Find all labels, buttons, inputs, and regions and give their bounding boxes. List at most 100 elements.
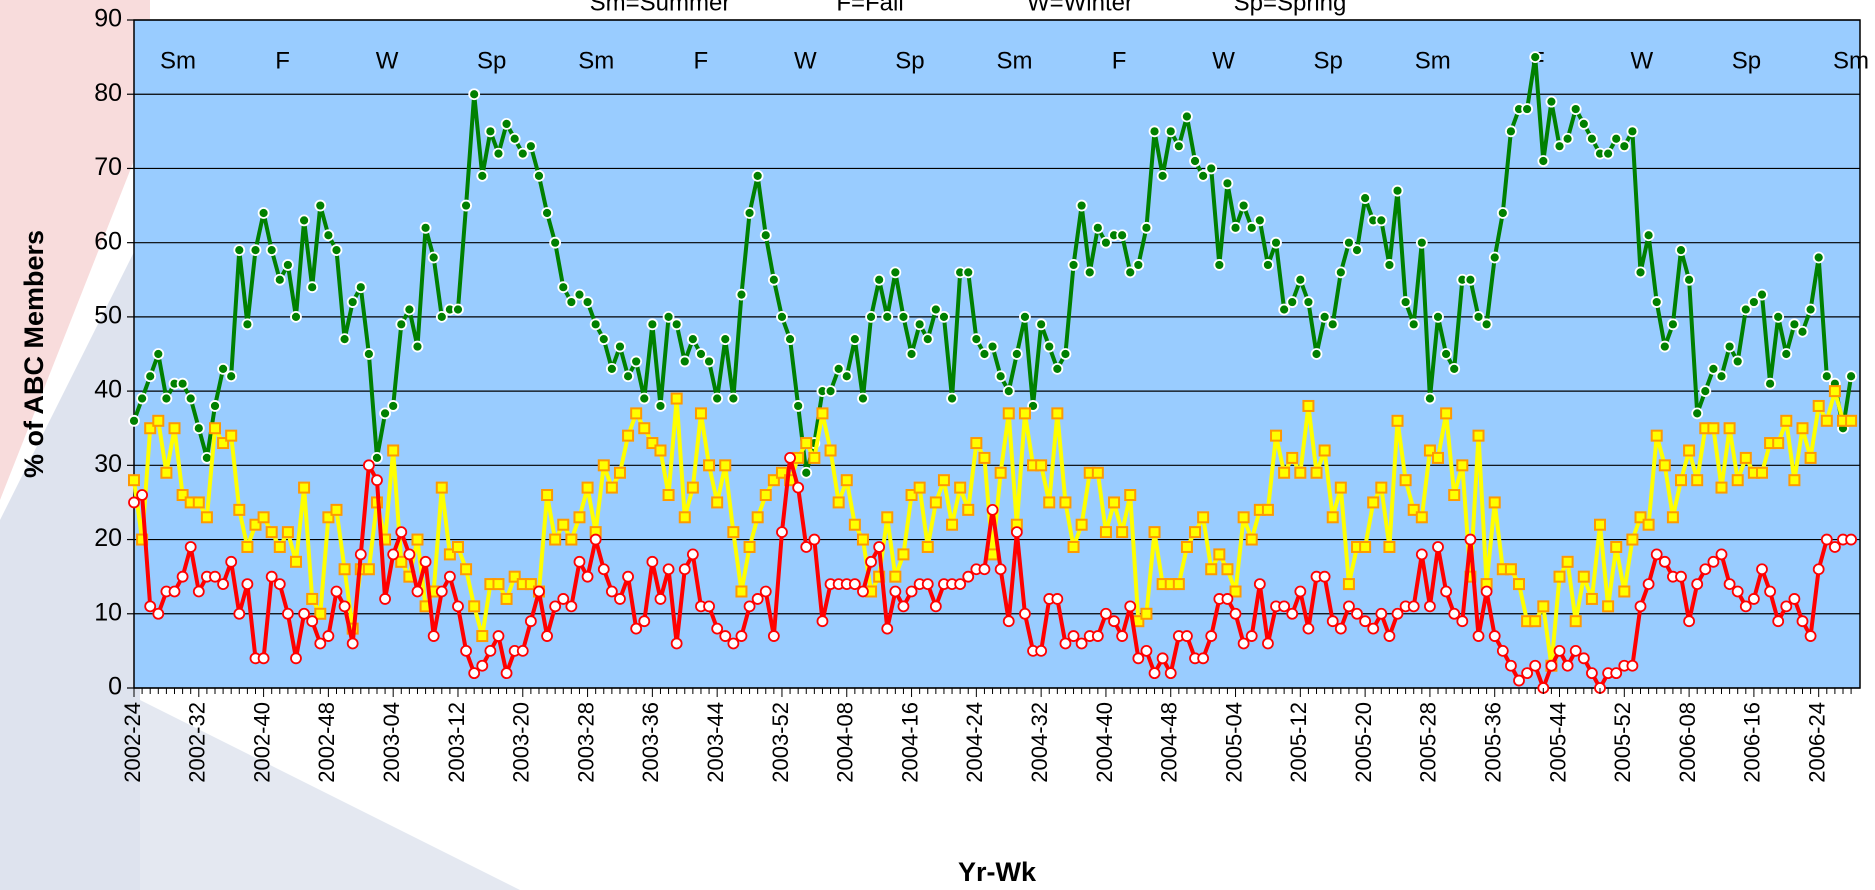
x-tick-label: 2002-32 (185, 702, 210, 783)
data-point (1245, 630, 1258, 642)
data-point (1626, 659, 1639, 672)
data-point (387, 444, 400, 457)
data-point (338, 333, 351, 346)
data-point (921, 333, 934, 346)
data-point (314, 607, 327, 620)
data-point (986, 503, 999, 516)
data-point (1804, 303, 1817, 316)
data-point (1553, 140, 1566, 153)
data-point (128, 414, 140, 427)
data-point (549, 533, 562, 546)
data-point (1067, 259, 1080, 271)
data-point (1359, 540, 1372, 553)
data-point (1594, 518, 1607, 531)
series (128, 51, 1858, 694)
data-point (354, 548, 367, 561)
data-point (1699, 563, 1712, 576)
data-point (573, 511, 586, 524)
x-tick-label: 2003-28 (573, 702, 598, 783)
data-point (581, 481, 594, 494)
data-point (1602, 600, 1615, 613)
data-point (476, 169, 489, 182)
data-point (492, 578, 505, 591)
data-point (1407, 600, 1420, 613)
data-point (460, 563, 473, 576)
data-point (848, 333, 861, 346)
data-point (824, 444, 837, 457)
x-tick-label: 2002-24 (120, 702, 145, 783)
data-point (1756, 288, 1768, 301)
data-point (1237, 511, 1250, 524)
data-point (322, 511, 335, 524)
data-point (686, 481, 699, 494)
data-point (605, 362, 618, 375)
data-point (1334, 622, 1347, 635)
data-point (630, 355, 643, 368)
data-point (1585, 592, 1598, 605)
data-point (1229, 585, 1242, 598)
data-point (1067, 630, 1080, 642)
data-point (1480, 318, 1493, 331)
season-key-entry: Sp=Spring (1234, 0, 1347, 16)
data-point (962, 266, 975, 279)
data-point (1699, 385, 1712, 398)
data-point (241, 540, 254, 553)
data-point (354, 281, 367, 294)
data-point (938, 310, 950, 323)
data-point (1675, 244, 1687, 256)
data-point (1780, 600, 1793, 613)
data-point (1302, 296, 1315, 308)
data-point (1788, 474, 1801, 487)
data-point (1253, 214, 1266, 227)
data-point (1010, 526, 1023, 539)
data-point (840, 474, 853, 487)
y-tick-label: 80 (94, 79, 122, 107)
data-point (1424, 392, 1436, 405)
data-point (1205, 563, 1218, 576)
season-key-entry: Sm=Summer (590, 0, 731, 16)
data-point (192, 496, 205, 509)
data-point (1302, 622, 1315, 635)
data-point (338, 600, 351, 613)
data-point (1634, 511, 1647, 524)
x-tick-label: 2005-28 (1416, 702, 1441, 783)
data-point (1820, 370, 1833, 383)
data-point (1553, 644, 1566, 657)
y-tick-label: 50 (94, 301, 122, 329)
data-point (597, 333, 610, 346)
data-point (1731, 474, 1744, 487)
x-tick-label: 2003-36 (638, 702, 663, 783)
x-tick-label: 2004-40 (1092, 702, 1117, 783)
data-point (403, 548, 416, 561)
data-point (1788, 593, 1801, 605)
data-point (1383, 630, 1396, 642)
axes: 0 10 20 30 40 50 60 70 80 90 2002-24 2002-32 2002-40… (94, 5, 1852, 783)
x-tick-label: 2004-24 (962, 702, 987, 783)
data-point (1715, 548, 1728, 561)
data-point (873, 541, 886, 553)
series-group (128, 51, 1857, 479)
data-point (1731, 585, 1744, 598)
data-point (508, 132, 521, 145)
data-point (597, 459, 610, 472)
data-point (1359, 192, 1372, 205)
data-point (257, 207, 270, 219)
data-point (808, 533, 821, 546)
data-point (1351, 244, 1363, 256)
data-point (1189, 526, 1202, 539)
data-point (865, 555, 877, 568)
data-point (217, 437, 230, 450)
data-point (1140, 221, 1153, 234)
data-point (1326, 615, 1339, 628)
y-tick-label: 30 (94, 450, 122, 478)
data-point (800, 466, 813, 479)
data-point (330, 585, 343, 598)
data-point (743, 207, 756, 219)
data-point (1351, 607, 1363, 620)
data-point (1262, 637, 1274, 650)
data-point (1124, 266, 1137, 279)
data-point (1618, 140, 1631, 153)
data-point (1278, 600, 1291, 613)
data-point (695, 348, 707, 360)
data-point (1148, 125, 1161, 138)
